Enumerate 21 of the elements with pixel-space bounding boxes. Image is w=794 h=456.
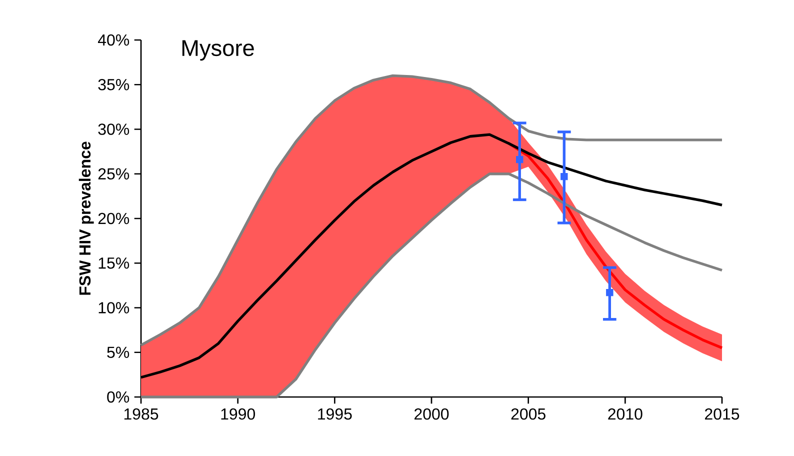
x-tick-label: 1985 <box>124 408 158 420</box>
x-tick-label: 1990 <box>221 408 256 420</box>
point <box>606 288 614 296</box>
y-tick-label: 5% <box>107 346 130 358</box>
y-tick-label: 35% <box>98 78 130 90</box>
point <box>560 172 568 180</box>
y-tick-label: 30% <box>98 124 130 135</box>
y-axis-title: FSW HIV prevalence <box>78 142 94 295</box>
x-tick-label: 2000 <box>414 408 449 420</box>
point <box>516 156 524 164</box>
y-tick-label: 0% <box>107 391 130 403</box>
x-tick-label: 2015 <box>704 408 740 420</box>
y-tick-label: 40% <box>98 34 130 46</box>
y-tick-label: 25% <box>98 168 130 180</box>
y-tick-label: 15% <box>98 257 130 269</box>
x-tick-label: 1995 <box>318 408 352 420</box>
y-tick-label: 20% <box>98 212 130 224</box>
chart-title: Mysore <box>182 40 254 61</box>
x-tick-label: 2005 <box>511 408 546 420</box>
x-tick-label: 2010 <box>608 408 642 420</box>
y-tick-label: 10% <box>98 302 130 314</box>
